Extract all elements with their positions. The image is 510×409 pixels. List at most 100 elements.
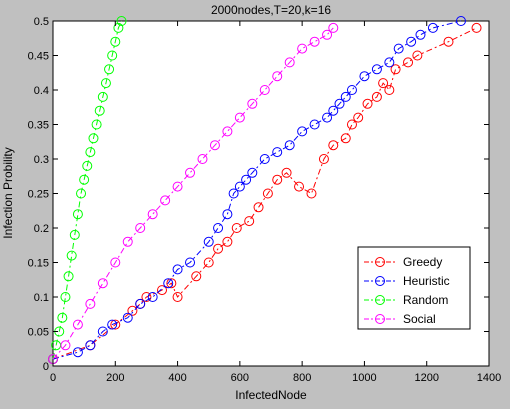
y-tick-label: 0.15 [28, 258, 49, 270]
data-point-social [122, 236, 133, 247]
data-point-heuristic [234, 181, 245, 192]
data-point-heuristic [309, 119, 320, 130]
data-point-random [110, 36, 121, 47]
data-point-greedy [371, 91, 382, 102]
data-point-random [57, 312, 68, 323]
data-point-social [110, 257, 121, 268]
data-point-heuristic [72, 347, 83, 358]
data-point-heuristic [163, 278, 174, 289]
data-point-greedy [328, 140, 339, 151]
legend-label: Greedy [403, 255, 442, 269]
data-point-heuristic [85, 340, 96, 351]
data-point-social [222, 126, 233, 137]
data-point-random [66, 250, 77, 261]
data-point-random [63, 271, 74, 282]
data-point-heuristic [97, 326, 108, 337]
y-tick-label: 0.45 [28, 51, 49, 63]
data-point-heuristic [359, 71, 370, 82]
data-point-greedy [318, 154, 329, 164]
legend-item-heuristic: Heuristic [364, 274, 450, 288]
series-line-social [52, 27, 334, 360]
data-point-social [234, 112, 245, 123]
data-point-heuristic [284, 140, 295, 151]
data-point-heuristic [259, 154, 270, 164]
legend-item-random: Random [364, 293, 448, 307]
data-point-greedy [157, 285, 167, 296]
data-point-social [322, 29, 333, 40]
data-point-greedy [110, 319, 121, 330]
legend-item-greedy: Greedy [364, 255, 442, 269]
x-tick-label: 200 [106, 372, 124, 384]
x-tick-label: 400 [168, 372, 186, 384]
y-tick-label: 0 [43, 361, 49, 373]
data-point-greedy [384, 85, 395, 95]
data-point-greedy [443, 36, 454, 47]
data-point-social [284, 57, 295, 68]
data-point-heuristic [213, 223, 224, 233]
data-point-greedy [213, 243, 224, 254]
data-point-heuristic [328, 105, 339, 116]
data-point-random [113, 22, 124, 33]
data-point-greedy [222, 236, 233, 247]
data-point-heuristic [340, 91, 351, 102]
data-point-social [85, 298, 96, 309]
y-tick-label: 0.5 [34, 16, 49, 28]
legend-marker [375, 276, 385, 286]
legend-marker [375, 295, 385, 305]
data-point-random [69, 229, 80, 240]
y-tick-label: 0.2 [34, 223, 49, 235]
data-point-heuristic [203, 236, 214, 247]
data-point-random [88, 133, 99, 144]
data-point-heuristic [107, 319, 118, 330]
x-tick-label: 600 [231, 372, 249, 384]
data-point-heuristic [172, 264, 183, 275]
data-point-heuristic [346, 85, 357, 95]
data-point-greedy [141, 292, 152, 302]
data-point-random [76, 188, 87, 199]
data-point-greedy [262, 188, 273, 199]
y-tick-label: 0.3 [34, 154, 49, 166]
legend-item-social: Social [364, 312, 436, 326]
data-point-social [209, 140, 220, 151]
data-point-social [72, 319, 83, 330]
data-point-greedy [353, 112, 364, 123]
data-point-social [97, 278, 108, 289]
data-point-social [147, 209, 158, 220]
y-tick-label: 0.25 [28, 189, 49, 201]
data-point-social [328, 22, 339, 33]
legend: Greedy Heuristic Random Social [357, 246, 471, 330]
x-tick-label: 800 [293, 372, 311, 384]
data-point-random [97, 91, 108, 102]
data-point-heuristic [247, 167, 258, 178]
y-axis-label: Infection Probility [1, 147, 15, 238]
data-point-heuristic [427, 22, 438, 33]
data-point-greedy [362, 98, 373, 109]
data-point-greedy [340, 133, 351, 144]
data-point-heuristic [241, 174, 252, 185]
legend-label: Heuristic [403, 274, 450, 288]
data-point-heuristic [322, 112, 333, 123]
data-point-random [72, 209, 83, 220]
data-point-heuristic [147, 292, 158, 302]
data-point-social [160, 195, 171, 206]
legend-label: Random [403, 293, 448, 307]
x-tick-label: 1400 [477, 372, 501, 384]
data-point-heuristic [406, 36, 417, 47]
data-point-greedy [231, 223, 242, 233]
y-tick-label: 0.4 [34, 85, 49, 97]
data-point-heuristic [393, 43, 404, 54]
data-point-random [60, 292, 71, 302]
data-point-social [135, 223, 146, 233]
legend-marker [375, 314, 385, 324]
data-point-greedy [253, 202, 264, 213]
data-point-greedy [306, 188, 317, 199]
chart-title: 2000nodes,T=20,k=16 [211, 3, 331, 17]
series-line-greedy [52, 27, 477, 360]
data-point-social [272, 71, 283, 82]
data-point-greedy [172, 292, 183, 302]
data-point-random [94, 105, 105, 116]
x-tick-label: 0 [50, 372, 56, 384]
series-heuristic [48, 16, 466, 365]
data-point-social [297, 43, 308, 54]
